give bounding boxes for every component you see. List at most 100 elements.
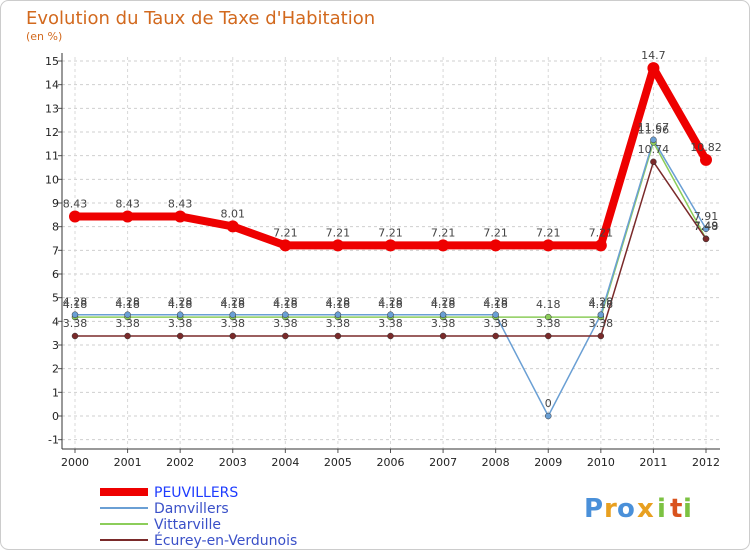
data-label: 3.38 (221, 317, 246, 330)
data-point (489, 239, 502, 252)
logo-letter: r (604, 494, 617, 524)
y-tick-label: 12 (45, 126, 59, 139)
data-label: 4.18 (115, 298, 140, 311)
data-point (334, 311, 342, 318)
data-label: 4.18 (589, 298, 614, 311)
data-point (387, 311, 394, 318)
data-label: 7.21 (483, 226, 508, 239)
data-label: 3.38 (378, 317, 403, 330)
y-tick-label: 9 (52, 197, 59, 210)
data-point (492, 311, 499, 318)
data-point (279, 239, 292, 252)
data-point (597, 311, 605, 318)
data-point (176, 332, 184, 340)
data-point (331, 239, 344, 252)
data-label: 4.28 (115, 296, 140, 309)
logo-letter: t (670, 494, 682, 524)
y-tick-label: 10 (45, 173, 59, 186)
data-point (174, 210, 187, 223)
data-label: 8.43 (168, 197, 193, 210)
data-label: 4.28 (378, 296, 403, 309)
data-label: 10.74 (638, 143, 670, 156)
data-point (594, 239, 607, 252)
y-tick-label: 7 (52, 244, 59, 257)
data-label: 3.38 (326, 317, 351, 330)
x-tick-label: 2010 (587, 456, 615, 469)
data-point (597, 332, 605, 340)
x-tick-label: 2007 (429, 456, 457, 469)
data-point (702, 235, 710, 243)
y-tick-label: -1 (48, 434, 59, 447)
y-tick-label: 13 (45, 102, 59, 115)
data-label: 4.18 (431, 298, 456, 311)
data-label: 3.38 (536, 317, 561, 330)
y-tick-label: 1 (52, 386, 59, 399)
data-label: 4.28 (273, 296, 298, 309)
chart-subtitle: (en %) (26, 30, 62, 43)
data-point (384, 239, 397, 252)
data-point (71, 332, 79, 340)
data-label: 4.18 (221, 298, 246, 311)
data-point (69, 210, 81, 223)
data-label: 7.21 (589, 226, 614, 239)
data-label: 11.67 (638, 121, 670, 134)
data-point (124, 332, 131, 340)
data-label: 3.38 (431, 317, 456, 330)
data-point (226, 220, 239, 233)
y-tick-label: 3 (52, 339, 59, 352)
y-tick-label: 11 (45, 150, 59, 163)
data-label: 8.43 (115, 197, 140, 210)
x-tick-label: 2003 (219, 456, 247, 469)
y-tick-label: 2 (52, 363, 59, 376)
data-label: 11.56 (638, 123, 670, 136)
data-point (702, 225, 710, 233)
data-point (545, 412, 552, 420)
data-point (545, 332, 552, 340)
data-label: 7.48 (694, 220, 719, 233)
data-point (387, 332, 394, 340)
data-point (650, 158, 657, 166)
data-label: 4.28 (326, 296, 351, 309)
y-tick-label: 4 (52, 315, 59, 328)
logo-letter: i (683, 494, 692, 524)
data-point (71, 311, 79, 318)
y-tick-label: 15 (45, 55, 59, 68)
data-label: 14.7 (641, 49, 666, 62)
data-point (492, 332, 499, 340)
data-point (229, 332, 236, 340)
data-point (439, 332, 447, 340)
x-tick-label: 2008 (482, 456, 510, 469)
data-label: 4.18 (378, 298, 403, 311)
data-label: 4.28 (589, 296, 614, 309)
data-label: 4.18 (536, 298, 561, 311)
data-label: 0 (545, 397, 552, 410)
data-label: 4.28 (483, 296, 508, 309)
x-tick-label: 2004 (271, 456, 299, 469)
y-tick-label: 6 (52, 268, 59, 281)
x-tick-label: 2009 (534, 456, 562, 469)
data-label: 4.18 (63, 298, 88, 311)
data-label: 3.38 (589, 317, 614, 330)
data-label: 4.18 (168, 298, 193, 311)
legend: PEUVILLERSDamvillersVittarvilleÉcurey-en… (100, 485, 297, 549)
data-point (282, 311, 289, 318)
logo-letter: o (617, 494, 635, 524)
data-point (334, 332, 342, 340)
data-label: 3.38 (273, 317, 298, 330)
data-label: 4.28 (431, 296, 456, 309)
data-point (121, 210, 134, 223)
data-point (176, 311, 184, 318)
data-label: 7.21 (326, 226, 351, 239)
data-point (437, 239, 450, 252)
data-label: 3.38 (115, 317, 140, 330)
data-label: 7.49 (694, 220, 719, 233)
data-label: 8.01 (221, 207, 246, 220)
data-point (545, 313, 552, 321)
chart-title: Evolution du Taux de Taxe d'Habitation (26, 8, 375, 29)
data-label: 4.28 (63, 296, 88, 309)
data-label: 3.38 (63, 317, 88, 330)
logo-letter: P (584, 494, 603, 524)
data-label: 7.91 (694, 210, 719, 223)
data-label: 7.21 (273, 226, 298, 239)
